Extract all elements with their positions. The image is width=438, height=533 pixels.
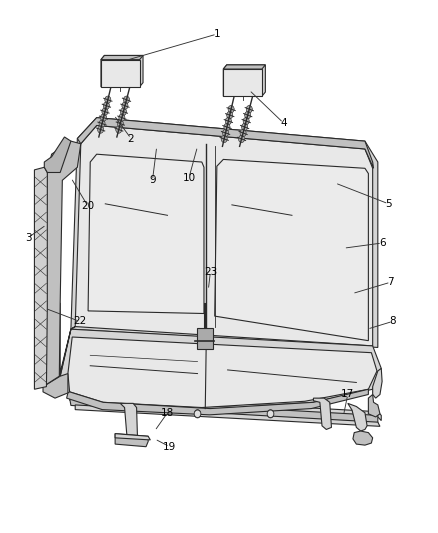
- Circle shape: [224, 123, 230, 131]
- Circle shape: [105, 96, 111, 103]
- Polygon shape: [348, 403, 367, 431]
- Polygon shape: [78, 118, 374, 168]
- Circle shape: [225, 117, 231, 125]
- Circle shape: [242, 123, 247, 131]
- Polygon shape: [70, 394, 381, 421]
- Text: 2: 2: [128, 134, 134, 143]
- Text: 10: 10: [182, 173, 195, 183]
- Circle shape: [124, 96, 130, 103]
- Circle shape: [267, 410, 274, 418]
- Circle shape: [228, 106, 234, 113]
- Polygon shape: [101, 55, 143, 87]
- Circle shape: [103, 102, 110, 109]
- Polygon shape: [43, 141, 81, 386]
- Polygon shape: [115, 434, 148, 447]
- Polygon shape: [43, 303, 75, 386]
- Circle shape: [116, 126, 122, 133]
- Polygon shape: [70, 398, 378, 423]
- Circle shape: [223, 130, 229, 136]
- Text: 22: 22: [73, 317, 86, 326]
- Polygon shape: [71, 118, 378, 348]
- Text: 3: 3: [25, 233, 31, 243]
- Text: 4: 4: [280, 118, 287, 128]
- Text: 6: 6: [379, 238, 385, 248]
- Circle shape: [119, 114, 125, 122]
- Circle shape: [239, 135, 244, 142]
- Polygon shape: [223, 65, 265, 69]
- Text: 18: 18: [161, 408, 174, 418]
- Polygon shape: [120, 403, 138, 439]
- Polygon shape: [314, 398, 332, 430]
- Text: 23: 23: [204, 266, 217, 277]
- Circle shape: [120, 108, 127, 115]
- Polygon shape: [215, 159, 368, 341]
- Circle shape: [122, 102, 128, 109]
- Polygon shape: [43, 374, 68, 398]
- Circle shape: [117, 120, 124, 127]
- Polygon shape: [101, 55, 143, 60]
- Text: 19: 19: [163, 442, 176, 451]
- Circle shape: [100, 114, 106, 122]
- Circle shape: [98, 126, 104, 133]
- Text: 5: 5: [385, 199, 392, 209]
- Polygon shape: [197, 328, 212, 349]
- Polygon shape: [101, 60, 140, 87]
- Circle shape: [221, 135, 227, 142]
- Polygon shape: [75, 125, 373, 346]
- Text: 7: 7: [387, 277, 394, 287]
- Circle shape: [195, 411, 200, 416]
- Polygon shape: [223, 65, 265, 96]
- Polygon shape: [373, 368, 382, 398]
- Circle shape: [227, 111, 233, 119]
- Circle shape: [194, 410, 201, 418]
- Text: 8: 8: [389, 317, 396, 326]
- Text: 9: 9: [149, 175, 156, 185]
- Polygon shape: [353, 431, 373, 445]
- Text: 17: 17: [341, 390, 354, 399]
- Circle shape: [99, 120, 105, 127]
- Polygon shape: [67, 389, 368, 415]
- Polygon shape: [223, 69, 262, 96]
- Circle shape: [268, 411, 272, 416]
- Text: 20: 20: [81, 201, 95, 212]
- Polygon shape: [44, 137, 71, 173]
- Polygon shape: [68, 337, 377, 408]
- Polygon shape: [88, 154, 204, 313]
- Polygon shape: [368, 394, 380, 417]
- Polygon shape: [35, 167, 47, 389]
- Circle shape: [243, 117, 249, 125]
- Circle shape: [245, 111, 251, 119]
- Circle shape: [246, 106, 252, 113]
- Polygon shape: [115, 434, 150, 440]
- Circle shape: [240, 130, 246, 136]
- Polygon shape: [60, 329, 381, 409]
- Circle shape: [102, 108, 108, 115]
- Polygon shape: [75, 405, 380, 426]
- Text: 1: 1: [214, 29, 220, 39]
